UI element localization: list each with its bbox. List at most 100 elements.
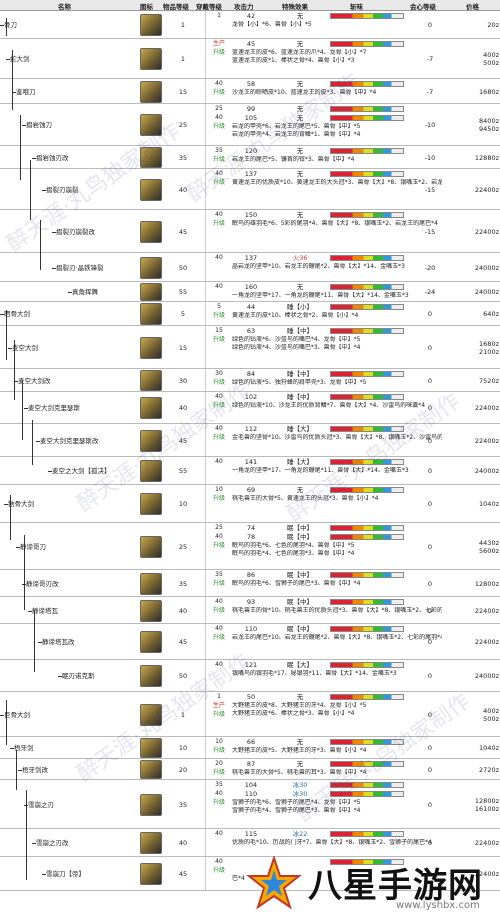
stat-line: 110 冰30: [232, 790, 410, 798]
weapon-icon: [140, 114, 162, 136]
sharpness-bar: [330, 41, 404, 47]
price-value: 22400z: [474, 227, 499, 236]
price-value: 12800z: [474, 579, 499, 588]
price-value: 4430z 5600z: [479, 538, 499, 555]
upgrade-label[interactable]: 升级: [212, 607, 225, 614]
stat-line: 87 无: [232, 760, 410, 768]
special-effect: 眠【中】: [287, 625, 313, 633]
upgrade-label[interactable]: 升级: [212, 312, 225, 319]
weapon-icon: [140, 14, 162, 36]
header-price: 价格: [466, 3, 479, 11]
header-affinity: 会心等级: [410, 3, 436, 11]
sharpness-bar: [330, 371, 404, 377]
upgrade-label[interactable]: 升级: [212, 434, 225, 441]
price-value: 24000z: [474, 467, 499, 475]
price-value: 1040z: [479, 500, 499, 508]
materials: 眠鸟的羽毛*6、七色的尾羽*4、兽骨【中】*5: [232, 542, 355, 549]
tree-branch: [16, 546, 20, 548]
special-effect: 无: [296, 211, 304, 219]
upgrade-label[interactable]: 升级: [212, 179, 225, 186]
stat-line: 102 睡【中】: [232, 393, 410, 401]
item-level: 45: [178, 870, 188, 878]
upgrade-label[interactable]: 升级: [212, 336, 225, 343]
item-level: 40: [178, 404, 188, 412]
upgrade-label[interactable]: 升级: [212, 747, 225, 754]
table-row: 静谛塔瓦改 45 40 升级 110 眠【中】 岩龙王的尾巴*10、岩龙王的鞭尾*2、兽骨【…: [0, 624, 500, 660]
upgrade-label[interactable]: 升级: [212, 580, 225, 587]
equip-level: 40: [215, 254, 223, 261]
materials: 金毛兽的坚骨*10、沙雷鸟的优质头冠*3、兽骨【大】*8、银嘴玉*2、沙雷鸟的咪…: [232, 434, 442, 441]
tree-branch: [0, 714, 4, 716]
table-row: 麦空大剑改 30 30 升级 84 睡【中】 绿色的钻液*5、独狩蜂的肩甲壳*3、龙骨【中】…: [0, 369, 500, 392]
attack-value: 137: [244, 170, 258, 178]
equip-level: 40: [215, 661, 223, 668]
table-row: 麦空大剑 15 15 升级 63 睡【中】 绿色的钻液*6、沙蓝鸟的嘴巴*4、龙骨【中】*5…: [0, 326, 500, 369]
price-value: 640z: [483, 310, 499, 318]
equip-level: 40: [215, 625, 223, 632]
stat-line: 66 无: [232, 738, 410, 746]
table-row: 麦空之大剑【孤决】 55 40 141 睡【大】 一角龙的坚甲*17、一角龙的鞭尾*11、…: [0, 457, 500, 485]
upgrade-label[interactable]: 升级: [212, 89, 225, 96]
upgrade-label[interactable]: 升级: [212, 156, 225, 163]
sharpness-bar: [330, 662, 404, 668]
price-value: 400z 500z: [483, 51, 499, 67]
equip-level: 40: [215, 533, 223, 540]
special-effect: 无: [296, 80, 304, 88]
equip-level: 40: [215, 425, 223, 432]
weapon-icon: [140, 572, 162, 595]
equip-level-cell: 40 升级: [205, 424, 231, 456]
item-level: 35: [178, 800, 188, 809]
sharpness-bar: [330, 171, 404, 177]
item-level: 5: [180, 310, 186, 318]
weapon-name: 麦空大剑: [12, 343, 38, 352]
equip-level: 30: [215, 370, 223, 377]
tree-branch: [42, 874, 46, 875]
table-row: 静谛哥刀 25 25 40 升级 74 眠【中】 78 眠【中】 眠鸟的羽毛*6、七色的尾羽*4、…: [0, 523, 500, 570]
stat-line: [232, 858, 410, 866]
materials: 大野猪王的皮*8、大野猪王的牙*4、龙骨【小】*5: [232, 702, 367, 709]
weapon-icon: [140, 535, 162, 558]
sharpness-bar: [330, 328, 404, 334]
stat-line: 137 火36: [232, 254, 410, 262]
materials: 雪狮子的毛*6、雪狮子的尾巴*4、龙骨【中】*5: [232, 799, 361, 806]
craft-label[interactable]: 生产: [212, 702, 225, 709]
equip-level-cell: 40: [205, 829, 231, 856]
upgrade-label[interactable]: 升级: [212, 542, 225, 549]
craft-label[interactable]: 生产: [212, 40, 225, 47]
tree-connector: [6, 700, 7, 745]
upgrade-label[interactable]: 升级: [212, 123, 225, 130]
price-value: 22400z: [474, 436, 499, 445]
upgrade-label[interactable]: 升级: [212, 402, 225, 409]
upgrade-label[interactable]: 升级: [212, 379, 225, 386]
item-level: 40: [178, 839, 188, 847]
weapon-icon: [140, 429, 162, 452]
price-value: 8400z 9450z: [479, 117, 499, 133]
upgrade-label[interactable]: 升级: [212, 220, 225, 227]
special-effect: 无: [296, 760, 304, 768]
attack-value: 93: [246, 598, 256, 606]
equip-level: 40: [215, 114, 223, 121]
weapon-name: 雪崩之刃: [28, 800, 54, 809]
upgrade-label[interactable]: 升级: [212, 634, 225, 641]
upgrade-label[interactable]: 升级: [212, 799, 225, 806]
upgrade-label[interactable]: 升级: [212, 867, 225, 874]
weapon-name: 麦空之大剑【孤决】: [52, 467, 111, 475]
upgrade-label[interactable]: 升级: [212, 711, 225, 718]
table-row: 雪崩刀【帝】 45 40 升级 巴*4 0 22400z: [0, 857, 500, 891]
table-row: 眠刃诺克斯 50 40 121 眠【大】 银嘴鸟的银羽毛*17、秘银羽*11、兽骨【大】*…: [0, 660, 500, 692]
materials: 晶岩龙的坚甲*10、岩龙王的鞭尾*2、兽骨【大】*14、金嘴玉*3: [232, 263, 405, 270]
upgrade-label[interactable]: 升级: [212, 769, 225, 776]
special-effect: 眠【中】: [287, 524, 313, 532]
attack-value: 66: [246, 738, 256, 746]
attack-value: 50: [246, 693, 256, 701]
price-value: 24000z: [474, 288, 499, 296]
upgrade-label[interactable]: 升级: [212, 49, 225, 56]
affinity-value: 0: [427, 800, 433, 809]
upgrade-label[interactable]: 升级: [212, 495, 225, 502]
materials: 一角龙的坚甲*17、一角龙的鞭尾*11、兽骨【大】*14、金嘴玉*3: [232, 467, 409, 474]
stat-line: 84 睡【中】: [232, 370, 410, 378]
header-effect: 特殊效果: [282, 3, 308, 11]
weapon-name: 眠刃诺克斯: [62, 672, 95, 680]
price-value: 22400z: [474, 404, 499, 412]
